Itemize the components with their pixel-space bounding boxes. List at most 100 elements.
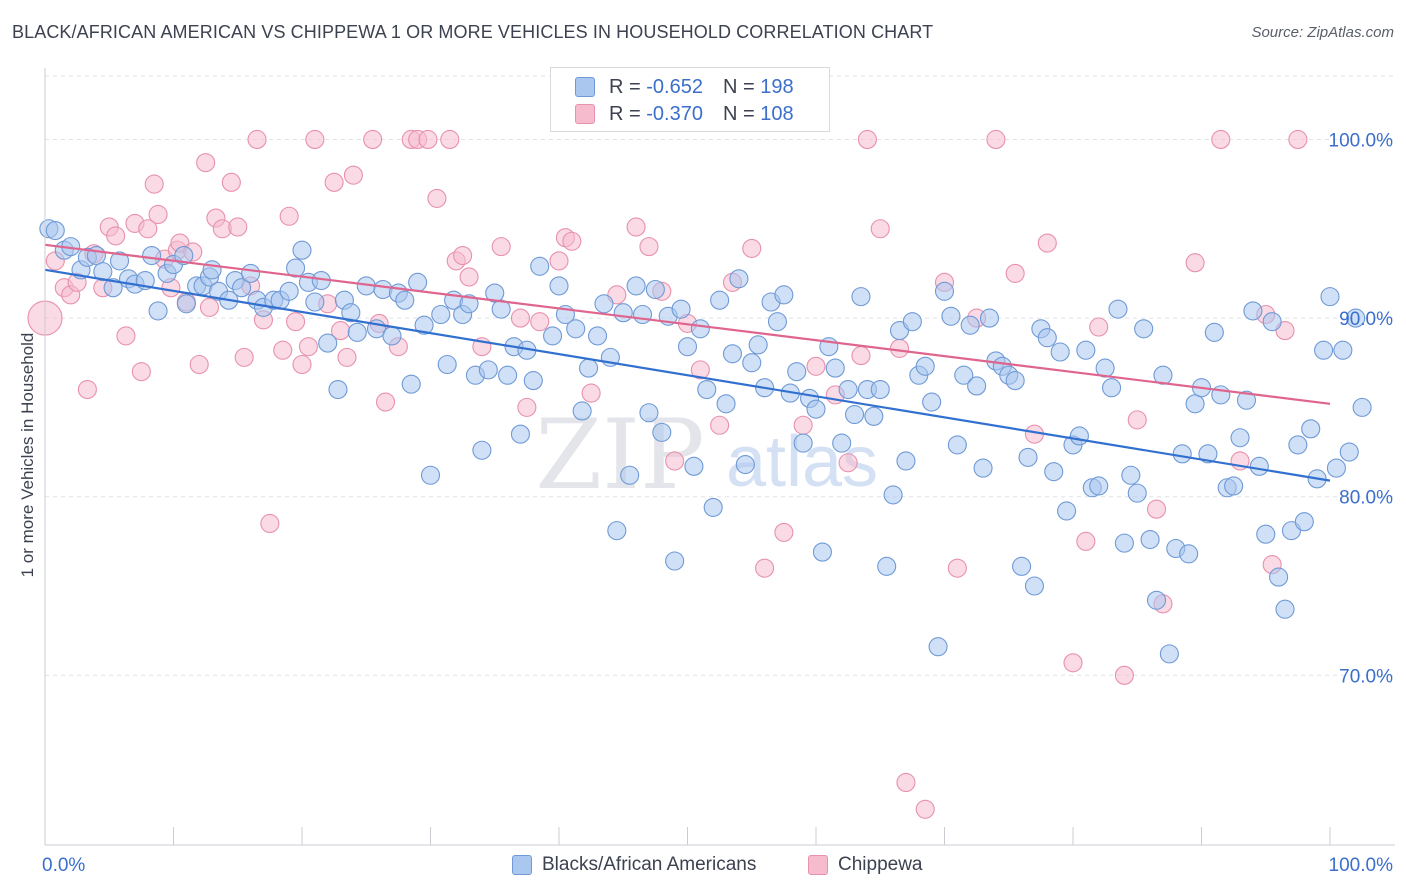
blacks-point bbox=[954, 365, 974, 385]
blacks-point bbox=[639, 403, 659, 423]
blacks-point bbox=[967, 376, 987, 396]
blacks-point bbox=[902, 312, 922, 332]
blacks-point bbox=[86, 246, 106, 266]
chippewa-point bbox=[1076, 531, 1096, 551]
chippewa-point bbox=[896, 772, 916, 793]
blacks-point bbox=[626, 276, 646, 296]
trend-lines bbox=[44, 243, 1331, 482]
chippewa-point bbox=[199, 297, 220, 317]
blacks-point bbox=[148, 301, 168, 321]
blacks-point bbox=[1339, 442, 1359, 462]
chippewa-point bbox=[440, 129, 460, 149]
blacks-point bbox=[652, 422, 672, 442]
blacks-point bbox=[1076, 340, 1096, 360]
blacks-point bbox=[478, 360, 498, 380]
chippewa-point bbox=[665, 451, 685, 471]
blacks-point bbox=[1294, 512, 1314, 532]
blacks-point bbox=[947, 435, 967, 455]
blacks-point bbox=[684, 456, 704, 476]
blacks-point bbox=[915, 356, 935, 376]
blacks-point bbox=[1114, 533, 1134, 553]
blacks-point bbox=[703, 497, 723, 517]
chippewa-point bbox=[196, 153, 216, 173]
blacks-point bbox=[305, 292, 325, 312]
blacks-point bbox=[530, 256, 550, 276]
chippewa-point bbox=[459, 267, 479, 287]
chippewa-point bbox=[1146, 499, 1167, 519]
chippewa-point bbox=[292, 354, 312, 375]
blacks-point bbox=[1134, 319, 1154, 339]
legend-swatch-pink bbox=[575, 104, 595, 124]
x-tick-label-min: 0.0% bbox=[42, 855, 85, 876]
source-label: Source: ZipAtlas.com bbox=[1251, 24, 1394, 41]
chippewa-point bbox=[581, 383, 601, 403]
blacks-point bbox=[286, 258, 306, 278]
chippewa-point bbox=[247, 129, 267, 149]
bottom-legend-chippewa: Chippewa bbox=[808, 852, 923, 878]
blacks-point bbox=[93, 262, 113, 282]
blacks-point bbox=[722, 344, 743, 364]
blacks-point bbox=[292, 240, 312, 260]
x-tick-label-max: 100.0% bbox=[1329, 855, 1394, 876]
legend-n-value: 108 bbox=[760, 102, 794, 125]
blacks-point bbox=[1024, 576, 1044, 596]
chippewa-point bbox=[1288, 129, 1308, 149]
blacks-point bbox=[877, 556, 897, 576]
blacks-point bbox=[960, 315, 980, 335]
blacks-point bbox=[382, 326, 402, 346]
chippewa-point bbox=[1114, 665, 1134, 685]
bottom-legend-label-blacks: Blacks/African Americans bbox=[542, 854, 757, 875]
chippewa-point bbox=[710, 415, 730, 435]
blacks-point bbox=[806, 399, 826, 419]
blacks-point bbox=[241, 263, 261, 283]
blacks-point bbox=[431, 304, 451, 325]
chippewa-point bbox=[363, 129, 383, 149]
blacks-point bbox=[825, 358, 845, 378]
blacks-point bbox=[735, 454, 755, 475]
blacks-point bbox=[838, 379, 858, 400]
grid-layer bbox=[45, 75, 1395, 676]
blacks-point bbox=[414, 315, 434, 335]
chippewa-point bbox=[375, 392, 396, 412]
chippewa-point bbox=[260, 513, 280, 534]
blacks-point bbox=[832, 433, 852, 453]
blacks-point bbox=[1069, 426, 1089, 446]
chippewa-point bbox=[947, 558, 967, 578]
blacks-point bbox=[1089, 476, 1109, 496]
chippewa-point bbox=[915, 799, 935, 819]
blacks-point bbox=[742, 353, 762, 373]
blacks-point bbox=[395, 290, 415, 310]
chippewa-point bbox=[324, 172, 344, 192]
chippewa-point bbox=[189, 354, 209, 375]
chippewa-trend-line bbox=[44, 243, 1331, 405]
chippewa-point bbox=[298, 337, 318, 357]
blacks-point bbox=[485, 283, 505, 303]
blacks-point bbox=[1018, 447, 1038, 467]
chippewa-point bbox=[530, 312, 550, 332]
blacks-point bbox=[928, 637, 948, 657]
blacks-point bbox=[437, 354, 457, 375]
blacks-point bbox=[202, 260, 222, 280]
chippewa-point bbox=[131, 362, 151, 382]
chippewa-point bbox=[517, 397, 537, 417]
blacks-point bbox=[566, 319, 586, 339]
blacks-point bbox=[883, 485, 903, 505]
blacks-point bbox=[459, 294, 479, 314]
chippewa-point bbox=[742, 238, 762, 258]
blacks-point bbox=[523, 371, 543, 391]
blacks-point bbox=[607, 521, 627, 541]
blacks-point bbox=[472, 440, 492, 460]
legend-n-label: N = bbox=[722, 102, 755, 125]
blacks-point bbox=[710, 290, 730, 310]
blacks-point bbox=[1301, 419, 1321, 439]
blacks-point bbox=[420, 465, 441, 485]
blacks-point bbox=[543, 326, 563, 346]
blacks-point bbox=[767, 312, 788, 332]
blacks-point bbox=[1204, 322, 1224, 342]
chippewa-point bbox=[148, 204, 168, 225]
chart-title: BLACK/AFRICAN AMERICAN VS CHIPPEWA 1 OR … bbox=[12, 22, 934, 42]
chippewa-point bbox=[279, 206, 299, 226]
blacks-point bbox=[1333, 340, 1353, 360]
chippewa-point bbox=[221, 172, 241, 192]
blacks-point bbox=[645, 279, 665, 300]
